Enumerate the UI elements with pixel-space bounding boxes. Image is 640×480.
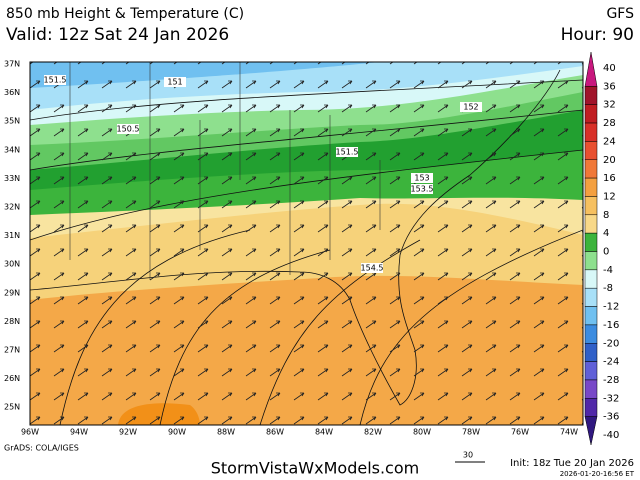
contour-label: 153.5 xyxy=(411,185,434,194)
colorbar-cell xyxy=(584,159,598,179)
model: GFS xyxy=(606,6,634,22)
map-frame xyxy=(29,61,584,426)
lon-label: 92W xyxy=(119,428,137,437)
contour-label: 153 xyxy=(414,174,429,183)
lat-label: 28N xyxy=(4,317,20,326)
lon-label: 94W xyxy=(70,428,88,437)
colorbar-cell xyxy=(584,343,598,362)
contour-label-bg xyxy=(117,124,139,134)
colorbar-label: -24 xyxy=(603,357,619,368)
contour-label: 151.5 xyxy=(44,76,67,85)
colorbar-label: -12 xyxy=(603,302,619,313)
lat-label: 26N xyxy=(4,374,20,383)
lat-label: 32N xyxy=(4,203,20,212)
colorbar-label: 24 xyxy=(603,136,616,147)
colorbar-label: -28 xyxy=(603,375,619,386)
lat-label: 37N xyxy=(4,60,20,69)
lon-label: 96W xyxy=(21,428,39,437)
lon-label: 90W xyxy=(168,428,186,437)
lon-label: 76W xyxy=(511,428,529,437)
colorbar-cell xyxy=(584,104,598,124)
lon-label: 78W xyxy=(462,428,480,437)
lat-label: 25N xyxy=(4,403,20,412)
forecast-hour: Hour: 90 xyxy=(561,25,634,45)
colorbar-cell xyxy=(584,416,598,446)
colorbar-cell xyxy=(584,86,598,105)
lat-label: 29N xyxy=(4,288,20,297)
colorbar-cell xyxy=(584,177,598,197)
colorbar-cell xyxy=(584,306,598,326)
colorbar-cell xyxy=(584,51,598,87)
contour-label: 152 xyxy=(463,103,478,112)
colorbar-label: -32 xyxy=(603,393,619,404)
colorbar-cell xyxy=(584,379,598,399)
colorbar-label: -40 xyxy=(603,430,619,441)
contour-label-bg xyxy=(460,102,482,112)
map xyxy=(30,62,583,425)
colorbar-cell xyxy=(584,196,598,216)
colorbar-label: -4 xyxy=(603,265,613,276)
wind-scale: 30 xyxy=(463,451,473,460)
colorbar-label: -16 xyxy=(603,320,619,331)
lat-label: 27N xyxy=(4,346,20,355)
lon-label: 74W xyxy=(560,428,578,437)
site: StormVistaWxModels.com xyxy=(211,459,419,478)
colorbar-cell xyxy=(584,398,598,417)
title: 850 mb Height & Temperature (C) xyxy=(6,6,244,22)
init-time: Init: 18z Tue 20 Jan 2026 xyxy=(510,458,634,469)
contour-label-bg xyxy=(411,184,433,194)
colorbar-cell xyxy=(584,232,598,252)
colorbar-cell xyxy=(584,287,598,307)
lat-label: 33N xyxy=(4,174,20,183)
credit: GrADS: COLA/IGES xyxy=(4,444,79,453)
contour-label: 150.5 xyxy=(117,125,140,134)
colorbar-cell xyxy=(584,361,598,381)
colorbar-label: 4 xyxy=(603,228,609,239)
contour-label-bg xyxy=(336,147,358,157)
wind-vectors xyxy=(30,62,583,425)
timestamp: 2026-01-20-16:56 ET xyxy=(560,470,635,478)
colorbar-label: 36 xyxy=(603,81,616,92)
colorbar-label: 0 xyxy=(603,247,609,258)
lat-label: 30N xyxy=(4,260,20,269)
contour-label-bg xyxy=(361,263,383,273)
lat-label: 36N xyxy=(4,88,20,97)
lat-label: 31N xyxy=(4,231,20,240)
contour-label-bg xyxy=(44,75,66,85)
colorbar-label: -36 xyxy=(603,412,619,423)
lat-label: 35N xyxy=(4,117,20,126)
colorbar-cell xyxy=(584,324,598,344)
lon-label: 84W xyxy=(315,428,333,437)
colorbar-label: 28 xyxy=(603,118,616,129)
colorbar-cell xyxy=(584,269,598,289)
colorbar-cell xyxy=(584,251,598,271)
lon-label: 88W xyxy=(217,428,235,437)
colorbar-label: 12 xyxy=(603,191,616,202)
contour-label: 151 xyxy=(167,78,182,87)
lat-label: 34N xyxy=(4,145,20,154)
colorbar-label: 40 xyxy=(603,63,616,74)
lon-label: 86W xyxy=(266,428,284,437)
colorbar-cell xyxy=(584,141,598,160)
colorbar-cell xyxy=(584,122,598,142)
colorbar-label: 16 xyxy=(603,173,616,184)
contour-label: 154.5 xyxy=(361,264,384,273)
colorbar-label: 20 xyxy=(603,155,616,166)
colorbar-label: 32 xyxy=(603,100,616,111)
lon-label: 82W xyxy=(364,428,382,437)
colorbar-label: 8 xyxy=(603,210,609,221)
contour-label: 151.5 xyxy=(336,148,359,157)
contour-label-bg xyxy=(164,77,186,87)
valid-time: Valid: 12z Sat 24 Jan 2026 xyxy=(6,25,229,45)
contour-label-bg xyxy=(411,173,433,183)
colorbar-label: -8 xyxy=(603,283,613,294)
colorbar-cell xyxy=(584,214,598,234)
lon-label: 80W xyxy=(413,428,431,437)
colorbar-label: -20 xyxy=(603,338,619,349)
